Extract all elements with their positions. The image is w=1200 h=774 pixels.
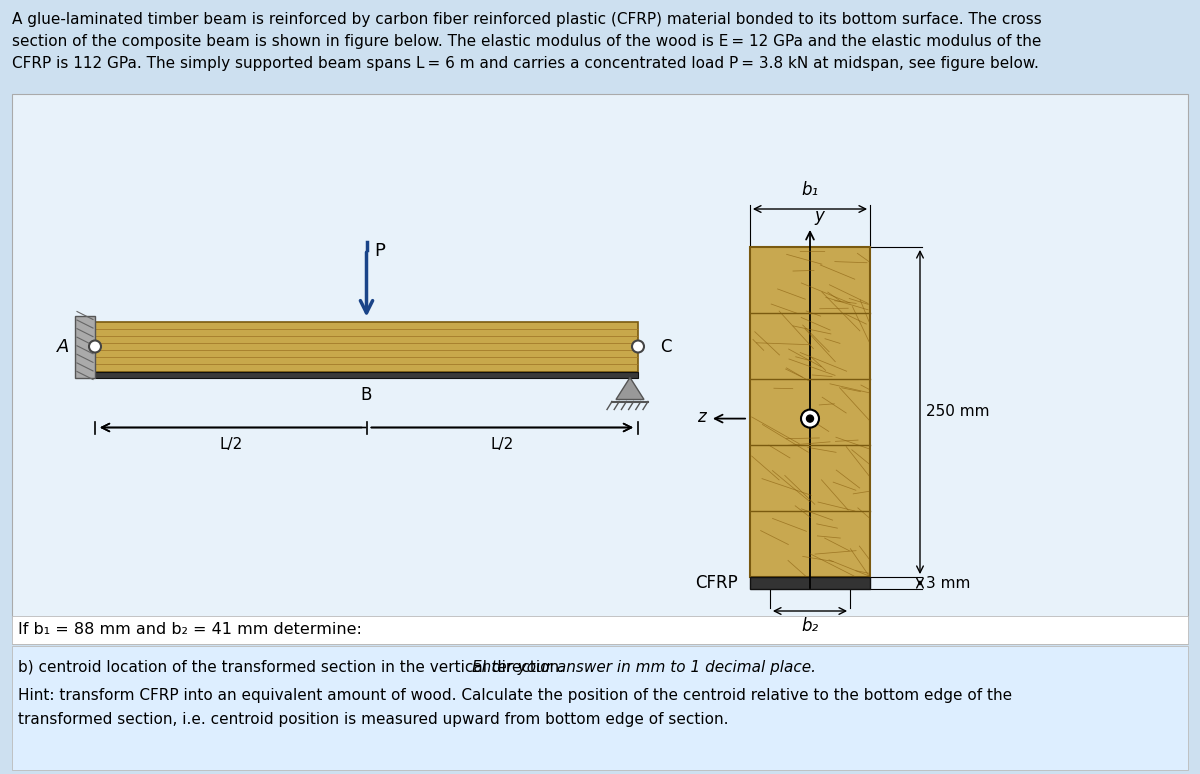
Circle shape — [806, 415, 814, 422]
Bar — [12, 94, 1188, 619]
Bar — [750, 247, 870, 577]
Circle shape — [802, 409, 818, 427]
Text: transformed section, i.e. centroid position is measured upward from bottom edge : transformed section, i.e. centroid posit… — [18, 712, 728, 727]
Text: A: A — [56, 337, 70, 355]
Text: C: C — [660, 337, 672, 355]
Polygon shape — [616, 378, 644, 399]
Bar — [74, 316, 95, 378]
Circle shape — [632, 341, 644, 352]
Text: A glue-laminated timber beam is reinforced by carbon fiber reinforced plastic (C: A glue-laminated timber beam is reinforc… — [12, 12, 1042, 27]
Text: b₁: b₁ — [802, 181, 818, 199]
Text: B: B — [361, 385, 372, 403]
Bar — [95, 321, 638, 372]
Text: z: z — [697, 408, 706, 426]
Text: P: P — [374, 241, 385, 259]
Text: L/2: L/2 — [491, 437, 514, 453]
Bar — [12, 616, 1188, 644]
Text: 3 mm: 3 mm — [926, 576, 971, 591]
Text: CFRP: CFRP — [695, 574, 738, 592]
Text: 250 mm: 250 mm — [926, 405, 990, 420]
Text: Hint: transform CFRP into an equivalent amount of wood. Calculate the position o: Hint: transform CFRP into an equivalent … — [18, 688, 1012, 703]
Bar — [750, 577, 870, 589]
Bar — [95, 372, 638, 378]
Bar — [12, 646, 1188, 770]
Text: If b₁ = 88 mm and b₂ = 41 mm determine:: If b₁ = 88 mm and b₂ = 41 mm determine: — [18, 622, 362, 638]
Text: b₂: b₂ — [802, 617, 818, 635]
Text: L/2: L/2 — [220, 437, 242, 453]
Circle shape — [89, 341, 101, 352]
Text: section of the composite beam is shown in figure below. The elastic modulus of t: section of the composite beam is shown i… — [12, 34, 1042, 49]
Text: CFRP is 112 GPa. The simply supported beam spans L = 6 m and carries a concentra: CFRP is 112 GPa. The simply supported be… — [12, 56, 1039, 71]
Text: b) centroid location of the transformed section in the vertical direction.: b) centroid location of the transformed … — [18, 660, 569, 675]
Text: y: y — [814, 207, 824, 225]
Text: Enter your answer in mm to 1 decimal place.: Enter your answer in mm to 1 decimal pla… — [472, 660, 816, 675]
